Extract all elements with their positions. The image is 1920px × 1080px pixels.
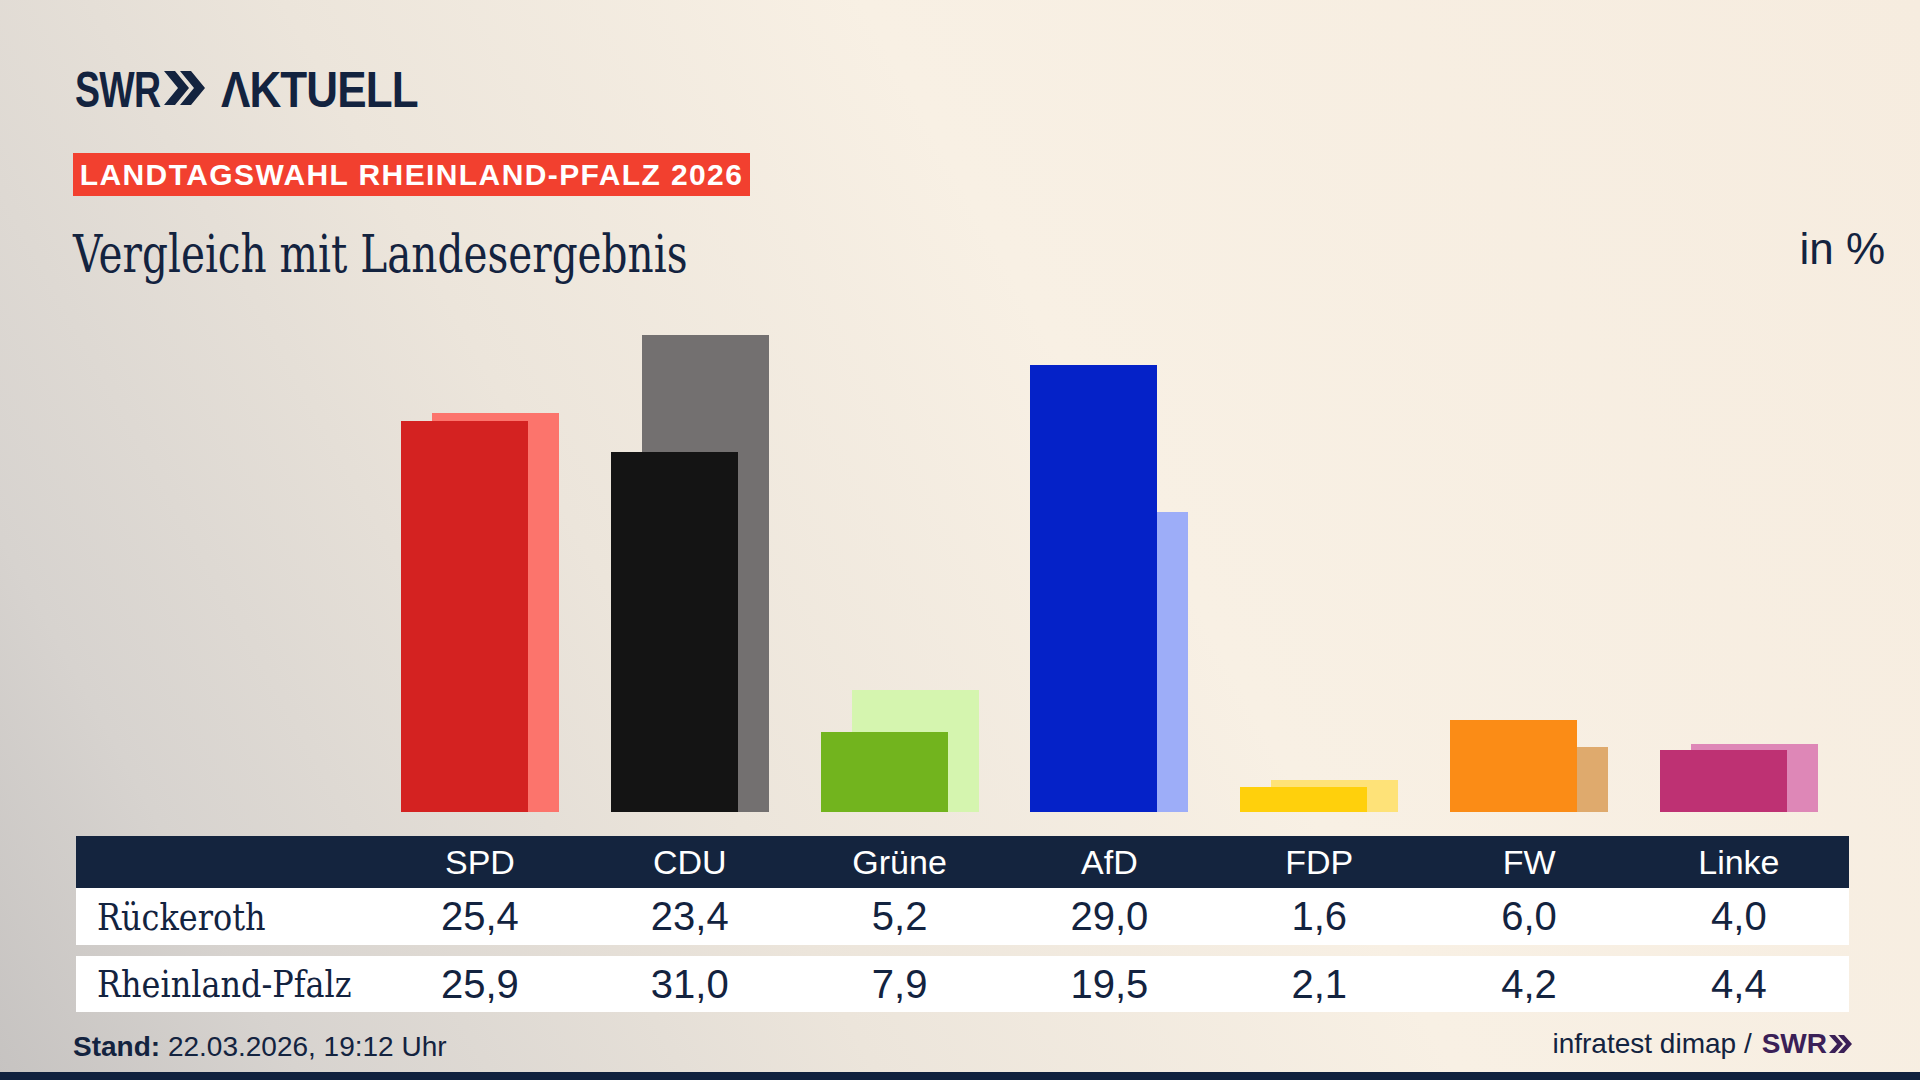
table-header-empty [76,836,375,888]
column-header-gruene: Grüne [795,836,1005,888]
bar-cdu-local [611,452,738,812]
bar-chart [0,0,1920,812]
value-cell: 4,0 [1634,888,1844,945]
value-cell: 1,6 [1214,888,1424,945]
row-label: Rheinland-Pfalz [97,962,352,1006]
results-table: SPDCDUGrüneAfDFDPFWLinke Rückeroth 25,42… [76,836,1849,1012]
column-header-spd: SPD [375,836,585,888]
value-cell: 25,4 [375,888,585,945]
value-cell: 6,0 [1424,888,1634,945]
column-header-fw: FW [1424,836,1634,888]
value-cell: 7,9 [795,956,1005,1012]
value-cell: 5,2 [795,888,1005,945]
bar-linke-local [1660,750,1787,812]
column-header-cdu: CDU [585,836,795,888]
row-label-cell: Rückeroth [76,888,375,945]
value-cell: 4,2 [1424,956,1634,1012]
bar-gruene-local [821,732,948,812]
stand-timestamp: Stand: 22.03.2026, 19:12 Uhr [73,1031,447,1063]
swr-mini-text: SWR [1762,1028,1827,1060]
swr-mini-chevron-icon [1829,1034,1853,1054]
swr-mini-logo: SWR [1762,1028,1853,1060]
row-label: Rückeroth [97,895,266,939]
value-cell: 25,9 [375,956,585,1012]
value-cell: 19,5 [1004,956,1214,1012]
stand-value: 22.03.2026, 19:12 Uhr [160,1031,446,1062]
bar-afd-local [1030,365,1157,812]
column-header-linke: Linke [1634,836,1844,888]
column-header-afd: AfD [1004,836,1214,888]
table-row-rheinland-pfalz: Rheinland-Pfalz 25,931,07,919,52,14,24,4 [76,956,1849,1012]
value-cell: 23,4 [585,888,795,945]
value-cell: 29,0 [1004,888,1214,945]
row-label-cell: Rheinland-Pfalz [76,956,375,1012]
bar-fdp-local [1240,787,1367,812]
value-cell: 4,4 [1634,956,1844,1012]
column-header-fdp: FDP [1214,836,1424,888]
table-row-rueckeroth: Rückeroth 25,423,45,229,01,66,04,0 [76,888,1849,945]
stand-label: Stand: [73,1031,160,1062]
table-header-row: SPDCDUGrüneAfDFDPFWLinke [76,836,1849,888]
value-cell: 31,0 [585,956,795,1012]
bottom-navy-bar [0,1072,1920,1080]
credit-text: infratest dimap / [1552,1028,1751,1060]
page: SWR ΛKTUELL LANDTAGSWAHL RHEINLAND-PFALZ… [0,0,1920,1080]
bar-fw-local [1450,720,1577,812]
source-credit: infratest dimap / SWR [1552,1028,1853,1060]
value-cell: 2,1 [1214,956,1424,1012]
bar-spd-local [401,421,528,812]
